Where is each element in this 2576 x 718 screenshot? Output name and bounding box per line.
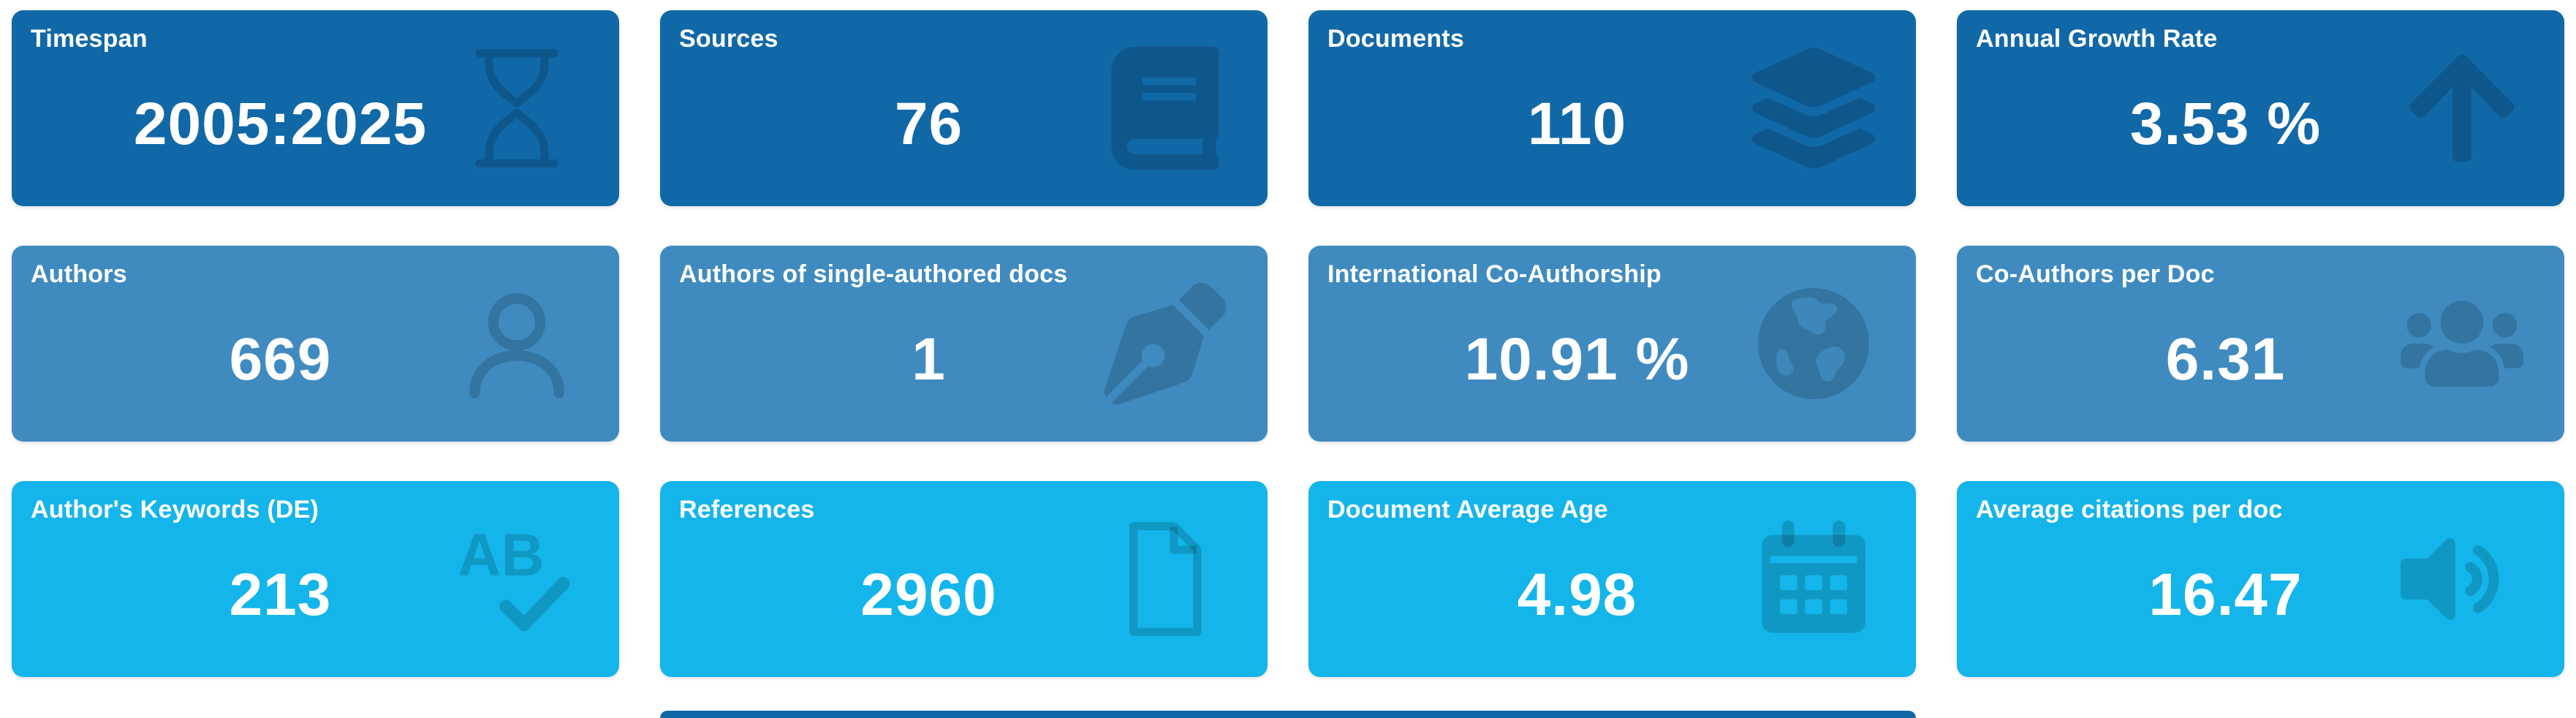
stat-card-title: References xyxy=(679,496,815,524)
stat-card-title: Authors of single-authored docs xyxy=(679,260,1068,288)
user-icon xyxy=(455,282,578,405)
volume-icon xyxy=(2401,518,2523,640)
stat-card: References 2960 xyxy=(660,481,1268,677)
pen-icon xyxy=(1104,282,1227,405)
stat-card-value: 6.31 xyxy=(2165,326,2286,393)
stat-card-title: Document Average Age xyxy=(1327,496,1608,524)
stat-card-title: Sources xyxy=(679,25,779,53)
stats-grid: Timespan 2005:2025 Sources 76 Documents … xyxy=(12,10,2564,677)
stat-card: International Co-Authorship 10.91 % xyxy=(1308,246,1916,442)
stat-card-title: Documents xyxy=(1327,25,1464,53)
stat-card: Timespan 2005:2025 xyxy=(12,10,619,206)
stat-card-value: 1 xyxy=(912,326,946,393)
stat-card-value: 4.98 xyxy=(1517,562,1637,628)
stat-card-value: 110 xyxy=(1527,91,1627,157)
stat-card: Author's Keywords (DE) 213 AB xyxy=(12,481,619,677)
stat-card-title: Annual Growth Rate xyxy=(1976,25,2218,53)
stat-card-value: 16.47 xyxy=(2148,562,2303,628)
calendar-icon xyxy=(1752,518,1875,640)
svg-text:AB: AB xyxy=(458,522,544,589)
stat-card: Annual Growth Rate 3.53 % xyxy=(1957,10,2564,206)
stat-card: Document Average Age 4.98 xyxy=(1308,481,1916,677)
users-icon xyxy=(2401,282,2523,405)
stat-card-value: 2005:2025 xyxy=(133,91,428,157)
hourglass-icon xyxy=(455,47,578,170)
stat-card-title: Average citations per doc xyxy=(1976,496,2283,524)
stat-card-value: 669 xyxy=(229,326,332,393)
stat-card-value: 3.53 % xyxy=(2129,91,2322,157)
stat-card: Documents 110 xyxy=(1308,10,1916,206)
stat-card-title: International Co-Authorship xyxy=(1327,260,1662,288)
stat-card-value: 2960 xyxy=(860,562,997,628)
partial-card-next-row xyxy=(660,711,1916,718)
stat-card: Co-Authors per Doc 6.31 xyxy=(1957,246,2564,442)
stat-card-title: Co-Authors per Doc xyxy=(1976,260,2215,288)
stat-card-value: 10.91 % xyxy=(1464,326,1690,393)
stat-card-title: Authors xyxy=(31,260,127,288)
stat-card: Average citations per doc 16.47 xyxy=(1957,481,2564,677)
stat-card-value: 213 xyxy=(229,562,332,628)
layers-icon xyxy=(1752,47,1875,170)
file-icon xyxy=(1104,518,1227,640)
stat-card-value: 76 xyxy=(894,91,963,157)
stat-card: Authors 669 xyxy=(12,246,619,442)
stat-card-title: Timespan xyxy=(31,25,148,53)
stat-card: Authors of single-authored docs 1 xyxy=(660,246,1268,442)
stat-card-title: Author's Keywords (DE) xyxy=(31,496,319,524)
book-icon xyxy=(1104,47,1227,170)
stat-card: Sources 76 xyxy=(660,10,1268,206)
globe-icon xyxy=(1752,282,1875,405)
arrow-up-icon xyxy=(2401,47,2523,170)
spellcheck-icon: AB xyxy=(455,518,578,640)
